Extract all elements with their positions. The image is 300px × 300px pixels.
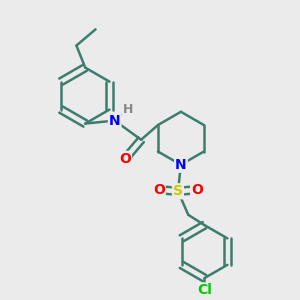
Text: N: N <box>109 114 121 128</box>
Text: O: O <box>191 183 203 197</box>
Text: O: O <box>119 152 131 166</box>
Text: H: H <box>123 103 133 116</box>
Text: N: N <box>175 158 187 172</box>
Text: O: O <box>153 183 165 197</box>
Text: Cl: Cl <box>197 284 212 298</box>
Text: S: S <box>173 184 183 198</box>
